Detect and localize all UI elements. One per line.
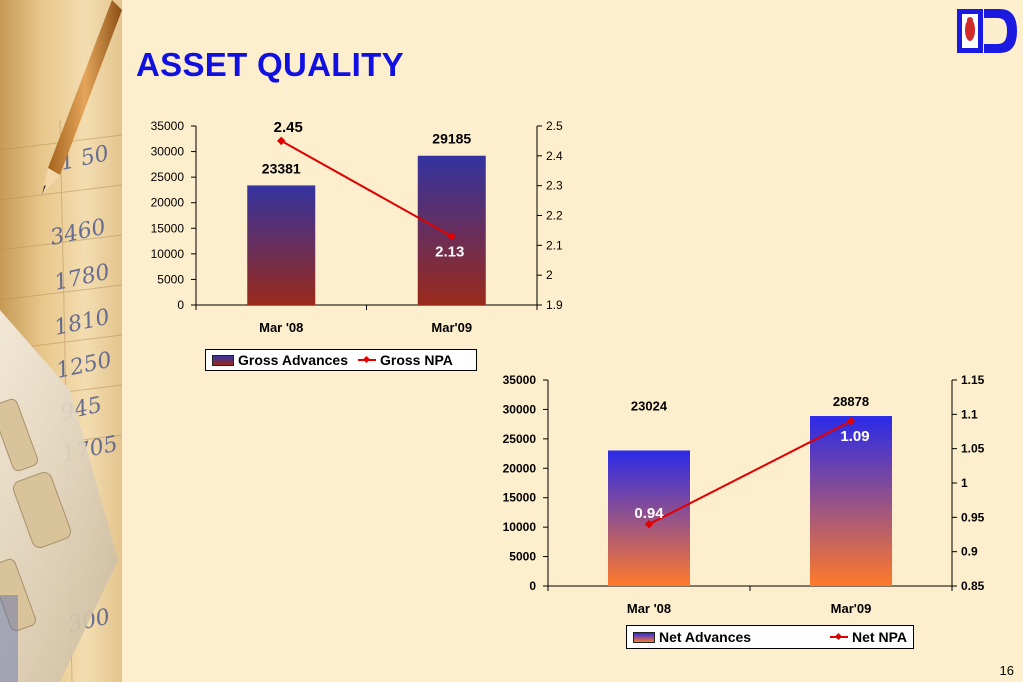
- legend-item-gross-npa: Gross NPA: [357, 352, 453, 368]
- decorative-photo: 1 50 3460 1780 1810 1250 945 1705 300: [0, 0, 122, 682]
- npa-data-label: 2.13: [435, 243, 464, 260]
- legend-label: Net Advances: [659, 629, 752, 645]
- chart1-legend: Gross Advances Gross NPA: [205, 349, 477, 371]
- legend-swatch-line: [357, 355, 376, 365]
- npa-point-1: [644, 519, 654, 529]
- right-tick-label: 0.85: [961, 579, 985, 593]
- right-tick-label: 1.05: [961, 442, 985, 456]
- ledger-pencil-image: 1 50 3460 1780 1810 1250 945 1705 300: [0, 0, 122, 682]
- right-tick-label: 2.3: [546, 179, 563, 193]
- category-label: Mar '08: [627, 601, 671, 616]
- legend-item-net-advances: Net Advances: [633, 629, 751, 645]
- slide-title: ASSET QUALITY: [136, 46, 404, 83]
- chart2-legend: Net Advances Net NPA: [626, 625, 914, 649]
- bar-1: [247, 185, 316, 305]
- page-number: 16: [999, 663, 1014, 678]
- legend-label: Gross NPA: [379, 352, 453, 368]
- npa-point-2: [447, 232, 456, 241]
- right-tick-label: 1.1: [961, 407, 978, 421]
- npa-point-2: [846, 416, 856, 426]
- category-label: Mar '08: [259, 320, 303, 335]
- right-tick-label: 2.4: [546, 149, 563, 163]
- left-tick-label: 15000: [503, 491, 537, 505]
- bank-logo: [957, 9, 1017, 53]
- left-tick-label: 15000: [151, 221, 185, 235]
- legend-swatch-line: [830, 632, 849, 642]
- right-tick-label: 0.9: [961, 545, 978, 559]
- legend-label: Net NPA: [852, 629, 907, 645]
- bar-2: [810, 416, 892, 586]
- left-tick-label: 30000: [151, 145, 185, 159]
- right-tick-label: 2.5: [546, 119, 563, 133]
- left-tick-label: 35000: [503, 373, 537, 387]
- npa-data-label: 1.09: [840, 428, 869, 445]
- left-tick-label: 5000: [509, 550, 536, 564]
- category-label: Mar'09: [431, 320, 472, 335]
- bar-data-label: 29185: [432, 131, 471, 147]
- legend-label: Gross Advances: [238, 352, 348, 368]
- npa-data-label: 2.45: [274, 119, 303, 136]
- legend-swatch-bar: [212, 354, 234, 366]
- left-tick-label: 0: [529, 579, 536, 593]
- legend-item-net-npa: Net NPA: [830, 629, 907, 645]
- category-label: Mar'09: [831, 601, 872, 616]
- right-tick-label: 0.95: [961, 510, 985, 524]
- left-tick-label: 35000: [151, 119, 185, 133]
- npa-point-1: [277, 136, 286, 146]
- bar-data-label: 23024: [631, 398, 668, 413]
- bar-data-label: 23381: [262, 160, 301, 176]
- legend-swatch-bar: [633, 631, 655, 643]
- left-tick-label: 10000: [151, 247, 185, 261]
- right-tick-label: 2.1: [546, 238, 563, 252]
- npa-line: [280, 140, 453, 238]
- bar-1: [608, 450, 690, 586]
- left-tick-label: 0: [177, 298, 184, 312]
- right-tick-label: 1.9: [546, 298, 563, 312]
- left-tick-label: 25000: [503, 432, 537, 446]
- right-tick-label: 2: [546, 268, 553, 282]
- right-tick-label: 2.2: [546, 209, 563, 223]
- right-tick-label: 1.15: [961, 373, 985, 387]
- npa-data-label: 0.94: [634, 505, 664, 522]
- right-tick-label: 1: [961, 476, 968, 490]
- legend-item-gross-advances: Gross Advances: [212, 352, 348, 368]
- bar-data-label: 28878: [833, 394, 869, 409]
- npa-line: [648, 420, 852, 526]
- bar-2: [417, 155, 486, 305]
- left-tick-label: 25000: [151, 170, 185, 184]
- left-tick-label: 20000: [151, 196, 185, 210]
- left-tick-label: 10000: [503, 520, 537, 534]
- left-tick-label: 20000: [503, 461, 537, 475]
- left-tick-label: 30000: [503, 402, 537, 416]
- left-tick-label: 5000: [157, 272, 184, 286]
